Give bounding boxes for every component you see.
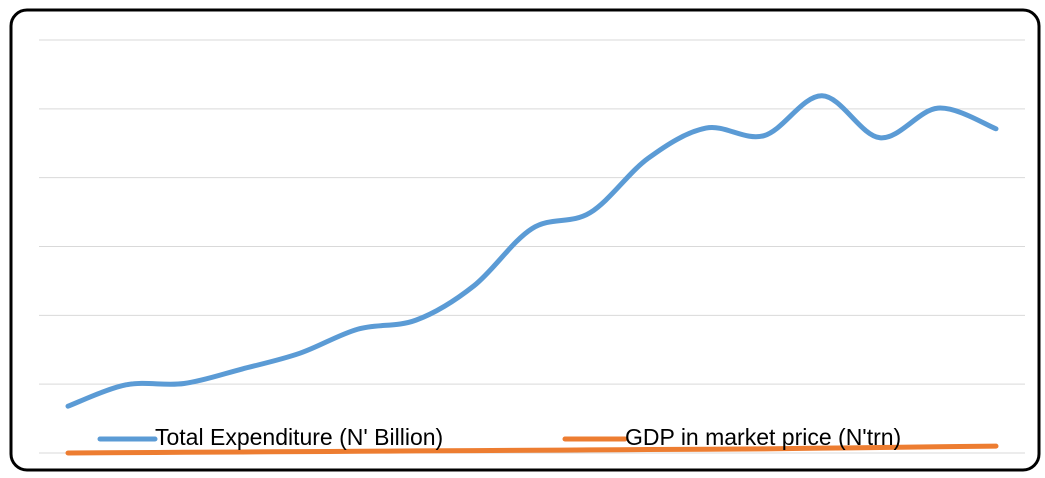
series-line xyxy=(65,93,999,409)
series-line xyxy=(65,443,999,456)
legend-label: GDP in market price (N'trn) xyxy=(625,424,901,450)
legend-label: Total Expenditure (N' Billion) xyxy=(155,424,443,450)
chart-frame xyxy=(9,8,1041,472)
